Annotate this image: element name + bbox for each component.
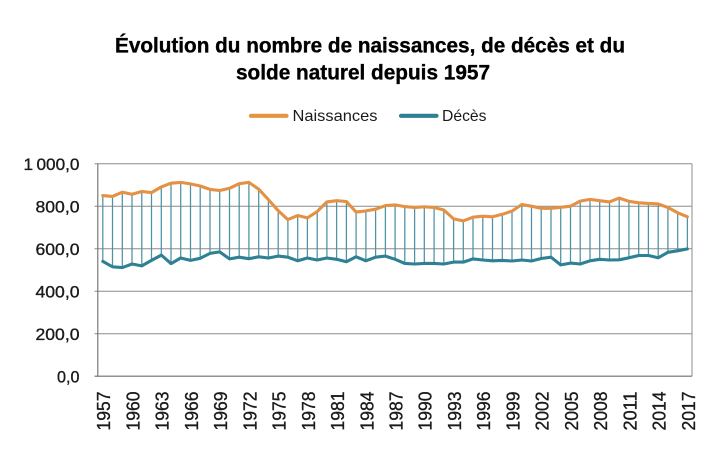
svg-text:1999: 1999 <box>502 392 523 431</box>
svg-text:1987: 1987 <box>386 392 407 431</box>
svg-text:Évolution du nombre de naissan: Évolution du nombre de naissances, de dé… <box>115 35 625 58</box>
svg-text:2005: 2005 <box>561 392 582 431</box>
svg-text:1963: 1963 <box>152 392 173 431</box>
svg-text:Naissances: Naissances <box>293 108 378 125</box>
svg-text:1969: 1969 <box>210 392 231 431</box>
svg-text:400,0: 400,0 <box>36 283 80 302</box>
svg-text:2008: 2008 <box>590 392 611 431</box>
svg-text:2017: 2017 <box>678 392 699 431</box>
svg-text:2011: 2011 <box>619 392 640 431</box>
svg-text:2002: 2002 <box>532 392 553 431</box>
svg-text:1996: 1996 <box>473 392 494 431</box>
svg-text:1981: 1981 <box>327 392 348 431</box>
svg-text:2014: 2014 <box>649 392 670 431</box>
svg-text:1957: 1957 <box>93 392 114 431</box>
svg-text:800,0: 800,0 <box>36 198 80 217</box>
svg-text:1972: 1972 <box>239 392 260 431</box>
svg-text:1966: 1966 <box>181 392 202 431</box>
svg-text:solde naturel depuis 1957: solde naturel depuis 1957 <box>236 61 490 84</box>
svg-text:Décès: Décès <box>442 108 487 125</box>
svg-text:1984: 1984 <box>356 392 377 431</box>
svg-text:1990: 1990 <box>415 392 436 431</box>
svg-text:1960: 1960 <box>122 392 143 431</box>
svg-text:600,0: 600,0 <box>36 240 80 259</box>
svg-text:1978: 1978 <box>298 392 319 431</box>
svg-text:1993: 1993 <box>444 392 465 431</box>
svg-text:1 000,0: 1 000,0 <box>24 155 80 174</box>
svg-text:1975: 1975 <box>269 392 290 431</box>
svg-text:200,0: 200,0 <box>36 325 80 344</box>
svg-text:0,0: 0,0 <box>57 368 80 387</box>
